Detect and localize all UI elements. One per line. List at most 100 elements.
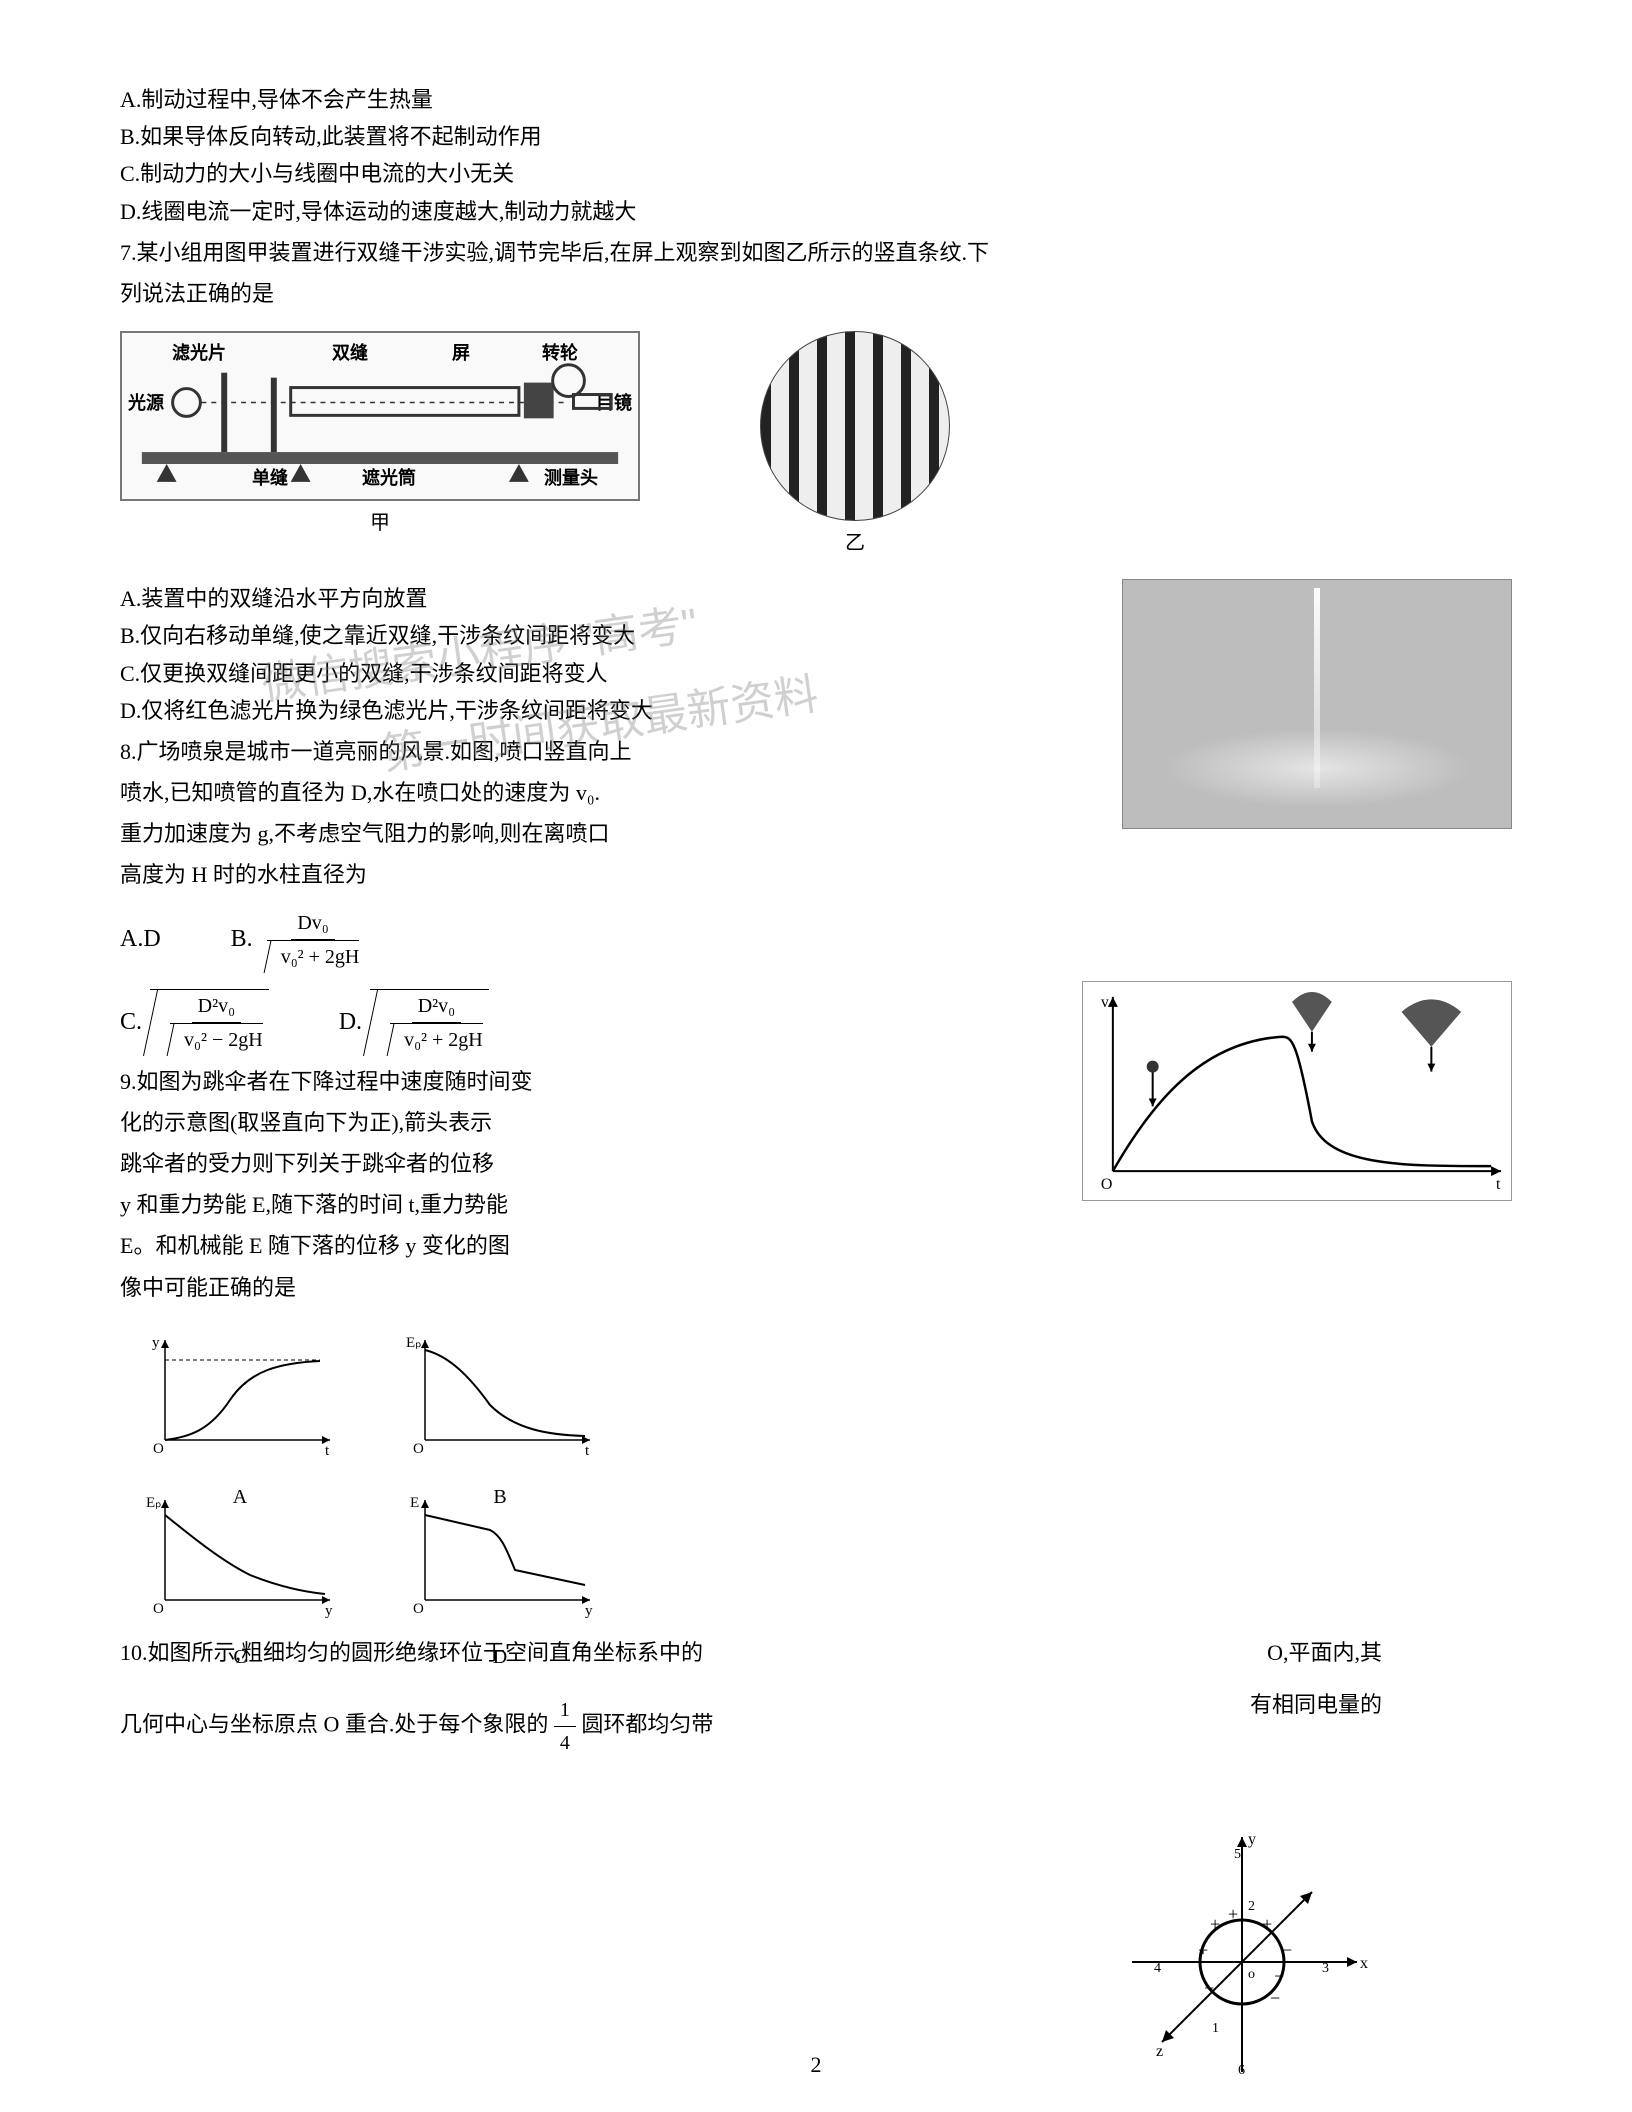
q6-option-c: C.制动力的大小与线圈中电流的大小无关 <box>120 156 1512 191</box>
q8-choice-c-label: C. <box>120 1003 142 1041</box>
svg-text:O: O <box>153 1601 164 1617</box>
interference-pattern <box>760 331 950 521</box>
svg-text:O: O <box>413 1441 424 1457</box>
q8row2-q9fig: C. D²v₀ v₀² − 2gH D. D²v₀ v₀² + 2gH <box>120 981 1512 1311</box>
fountain-spray <box>1162 728 1472 808</box>
stripes-wrapper: 乙 <box>640 331 950 559</box>
q9-graph-c: Eₚ y O C <box>140 1485 340 1625</box>
svg-text:O: O <box>1101 1176 1113 1193</box>
svg-text:t: t <box>325 1443 330 1459</box>
q8-choice-d-label: D. <box>339 1003 362 1041</box>
svg-text:3: 3 <box>1322 1961 1329 1976</box>
q7-option-b: B.仅向右移动单缝,使之靠近双缝,干涉条纹间距将变大 <box>120 618 1092 653</box>
svg-text:y: y <box>325 1603 333 1619</box>
svg-text:y: y <box>152 1335 160 1351</box>
q8row2-left: C. D²v₀ v₀² − 2gH D. D²v₀ v₀² + 2gH <box>120 981 1052 1311</box>
q6-option-b: B.如果导体反向转动,此装置将不起制动作用 <box>120 119 1512 154</box>
svg-text:O: O <box>413 1601 424 1617</box>
q10-coord-figure: x y z o 5 2 3 4 1 6 + + − − + − + − <box>1112 1822 1372 2082</box>
svg-text:−: − <box>1282 1940 1292 1960</box>
q8-choices-row1: A.D B. Dv₀ v₀² + 2gH <box>120 907 1512 973</box>
q6-option-a: A.制动过程中,导体不会产生热量 <box>120 82 1512 117</box>
svg-text:y: y <box>585 1603 593 1619</box>
q7-stem-line2: 列说法正确的是 <box>120 276 1512 311</box>
svg-text:t: t <box>1496 1176 1501 1193</box>
q8-choice-a: A.D <box>120 920 161 958</box>
q8-line1: 8.广场喷泉是城市一道亮丽的风景.如图,喷口竖直向上 <box>120 734 1092 769</box>
q8-choice-b-label: B. <box>231 920 253 958</box>
q9-l5: E。和机械能 E 随下落的位移 y 变化的图 <box>120 1228 1052 1263</box>
fountain-figure <box>1122 579 1512 829</box>
svg-text:5: 5 <box>1234 1847 1241 1862</box>
svg-text:−: − <box>1204 1978 1214 1998</box>
parachute-svg: v t O <box>1083 982 1511 1201</box>
q8-line4: 高度为 H 时的水柱直径为 <box>120 857 1092 892</box>
q8-frac-b-num: Dv₀ <box>291 907 334 940</box>
q8-choice-c: C. D²v₀ v₀² − 2gH <box>120 989 269 1056</box>
q7-figure-row: 滤光片 双缝 屏 转轮 光源 目镜 单缝 遮光筒 测量头 <box>120 331 1512 559</box>
svg-text:E: E <box>410 1495 419 1511</box>
q8-frac-b-den-val: v₀² + 2gH <box>281 946 360 968</box>
q8-sqrt-d: D²v₀ v₀² + 2gH <box>370 989 489 1056</box>
q9-graph-grid: y t O A Eₚ t O B Eₚ y O C <box>140 1325 740 1625</box>
q9-graph-b: Eₚ t O B <box>400 1325 600 1465</box>
q8-line3: 重力加速度为 g,不考虑空气阻力的影响,则在离喷口 <box>120 816 1092 851</box>
q8-choice-a-label: A.D <box>120 920 161 958</box>
q9-l2: 化的示意图(取竖直向下为正),箭头表示 <box>120 1105 1052 1140</box>
q9-l6: 像中可能正确的是 <box>120 1270 1052 1305</box>
q10-block: 10.如图所示,粗细均匀的圆形绝缘环位于空间直角坐标系中的 O,平面内,其 几何… <box>120 1635 1512 1759</box>
q6-option-d: D.线圈电流一定时,导体运动的速度越大,制动力就越大 <box>120 194 1512 229</box>
q8-choice-d: D. D²v₀ v₀² + 2gH <box>339 989 489 1056</box>
q8-frac-b-den: v₀² + 2gH <box>261 940 366 973</box>
svg-text:y: y <box>1248 1831 1256 1848</box>
apparatus-wrapper: 滤光片 双缝 屏 转轮 光源 目镜 单缝 遮光筒 测量头 <box>120 331 640 539</box>
svg-text:1: 1 <box>1212 2021 1219 2036</box>
q10-frac-num: 1 <box>554 1694 576 1727</box>
svg-text:+: + <box>1228 1904 1238 1924</box>
q8-choices-row2: C. D²v₀ v₀² − 2gH D. D²v₀ v₀² + 2gH <box>120 989 1052 1056</box>
q8-frac-c-den-val: v₀² − 2gH <box>184 1029 263 1051</box>
page-number: 2 <box>811 2047 822 2082</box>
q8-frac-c-den: v₀² − 2gH <box>164 1023 269 1056</box>
svg-text:Eₚ: Eₚ <box>146 1495 162 1511</box>
q9-l3: 跳伞者的受力则下列关于跳伞者的位移 <box>120 1146 1052 1181</box>
svg-text:t: t <box>585 1443 590 1459</box>
q10-line1-left: 10.如图所示,粗细均匀的圆形绝缘环位于空间直角坐标系中的 <box>120 1640 703 1665</box>
svg-text:z: z <box>1156 2043 1163 2060</box>
q10-frac-den: 4 <box>554 1727 576 1759</box>
q9-graph-a: y t O A <box>140 1325 340 1465</box>
q7q8-block: A.装置中的双缝沿水平方向放置 B.仅向右移动单缝,使之靠近双缝,干涉条纹间距将… <box>120 579 1512 899</box>
q8-frac-c-num: D²v₀ <box>192 990 241 1023</box>
q10-line2-left-b: 圆环都均匀带 <box>581 1711 713 1736</box>
q10-frac: 1 4 <box>554 1694 576 1759</box>
svg-text:O: O <box>153 1441 164 1457</box>
q9-l1: 9.如图为跳伞者在下降过程中速度随时间变 <box>120 1064 1052 1099</box>
svg-text:v: v <box>1101 994 1109 1011</box>
svg-text:4: 4 <box>1154 1961 1161 1976</box>
apparatus-svg <box>122 333 638 502</box>
q8-frac-d-num: D²v₀ <box>412 990 461 1023</box>
caption-yi: 乙 <box>760 527 950 559</box>
q8-frac-d-den: v₀² + 2gH <box>384 1023 489 1056</box>
q7-option-d: D.仅将红色滤光片换为绿色滤光片,干涉条纹间距将变大 <box>120 693 1092 728</box>
caption-jia: 甲 <box>120 507 640 539</box>
svg-text:6: 6 <box>1238 2063 1245 2078</box>
parachute-figure: v t O <box>1082 981 1512 1201</box>
q7q8-left: A.装置中的双缝沿水平方向放置 B.仅向右移动单缝,使之靠近双缝,干涉条纹间距将… <box>120 579 1092 899</box>
q8-choice-b: B. Dv₀ v₀² + 2gH <box>231 907 366 973</box>
q10-line1-right: O,平面内,其 <box>1267 1635 1382 1670</box>
svg-text:−: − <box>1274 1966 1284 1986</box>
svg-text:+: + <box>1262 1914 1272 1934</box>
svg-text:x: x <box>1360 1955 1368 1972</box>
svg-text:o: o <box>1248 1967 1255 1982</box>
q8-line2: 喷水,已知喷管的直径为 D,水在喷口处的速度为 v₀. <box>120 775 1092 810</box>
q8-frac-b: Dv₀ v₀² + 2gH <box>261 907 366 973</box>
apparatus-diagram: 滤光片 双缝 屏 转轮 光源 目镜 单缝 遮光筒 测量头 <box>120 331 640 501</box>
svg-text:+: + <box>1210 1914 1220 1934</box>
q7-option-c: C.仅更换双缝间距更小的双缝,干涉条纹间距将变人 <box>120 656 1092 691</box>
q8-sqrt-c: D²v₀ v₀² − 2gH <box>150 989 269 1056</box>
q10-line2-left-a: 几何中心与坐标原点 O 重合.处于每个象限的 <box>120 1711 548 1736</box>
q8-frac-d: D²v₀ v₀² + 2gH <box>384 990 489 1056</box>
q9-l4: y 和重力势能 E,随下落的时间 t,重力势能 <box>120 1187 1052 1222</box>
q10-coord-svg: x y z o 5 2 3 4 1 6 + + − − + − + − <box>1112 1822 1372 2082</box>
